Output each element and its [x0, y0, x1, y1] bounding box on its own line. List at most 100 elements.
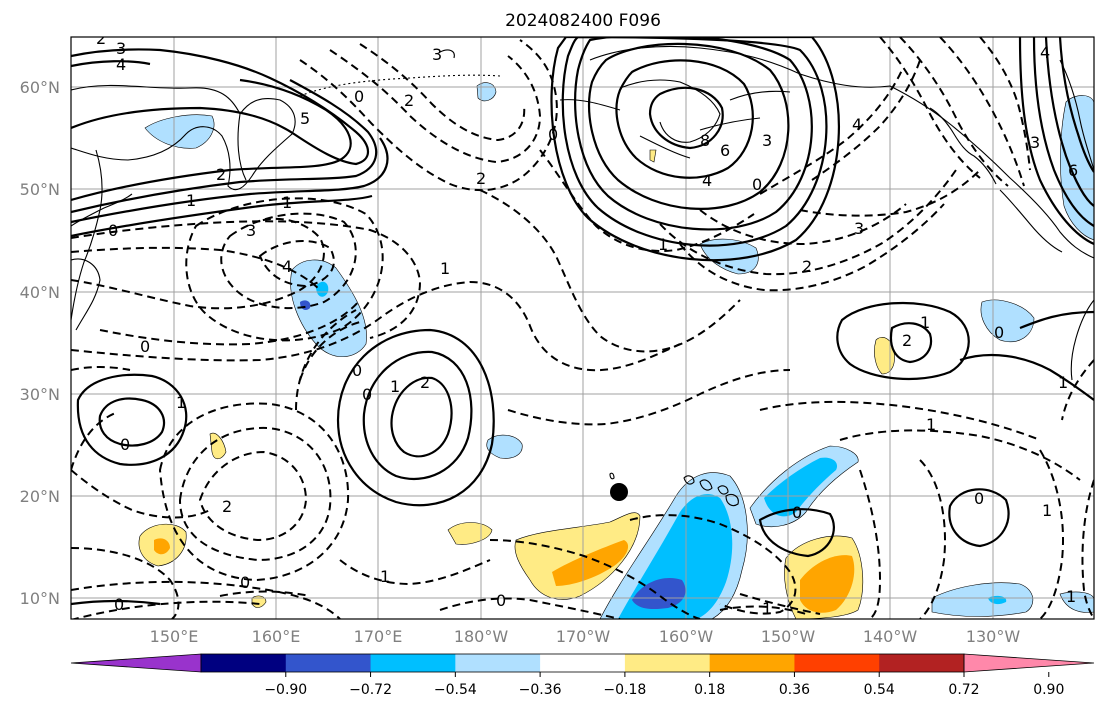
lat-tick: 30°N — [20, 385, 60, 404]
contour-label: 2 — [404, 91, 414, 110]
latitude-labels: 60°N 50°N 40°N 30°N 20°N 10°N — [20, 78, 60, 608]
contour-label: 1 — [440, 259, 450, 278]
contour-label: 1 — [176, 393, 186, 412]
colorbar-bin — [709, 654, 795, 672]
colorbar-tick-label: 0.90 — [1033, 682, 1064, 698]
colorbar-tick-label: 0.36 — [779, 682, 810, 698]
lat-tick: 50°N — [20, 180, 60, 199]
colorbar-bin — [879, 654, 965, 672]
contour-label: 1 — [920, 313, 930, 332]
colorbar-extend-high — [963, 653, 1095, 673]
map-area: 2 3 4 5 0 2 3 2 2 1 0 1 3 4 1 0 0 1 2 1 … — [71, 29, 1094, 619]
dashed-contours — [71, 37, 1094, 619]
lon-tick: 160°W — [659, 627, 714, 646]
colorbar-tick-label: −0.90 — [264, 682, 307, 698]
lat-tick: 60°N — [20, 78, 60, 97]
shaded-field — [138, 82, 1094, 619]
colorbar-tick-label: −0.72 — [349, 682, 392, 698]
contour-label: 3 — [854, 219, 864, 238]
contour-label: 2 — [420, 373, 430, 392]
colorbar-bin — [370, 654, 456, 672]
contour-label: 0 — [120, 435, 130, 454]
lat-tick: 10°N — [20, 589, 60, 608]
colorbar-bin — [794, 654, 880, 672]
contour-label: 3 — [116, 39, 126, 58]
contour-label: 8 — [700, 131, 710, 150]
contour-label: 6 — [720, 141, 730, 160]
contour-label: 0 — [114, 595, 124, 614]
contour-label: 3 — [1030, 133, 1040, 152]
colorbar: −0.90 −0.72 −0.54 −0.36 −0.18 0.18 0.36 0.54 0.7… — [70, 653, 1095, 698]
longitude-labels: 150°E 160°E 170°E 180°W 170°W 160°W 150°… — [150, 627, 1021, 646]
lon-tick: 150°E — [150, 627, 199, 646]
colorbar-tick-label: −0.36 — [519, 682, 562, 698]
contour-label: 5 — [300, 109, 310, 128]
contour-label: 2 — [902, 331, 912, 350]
contour-label: 0 — [792, 503, 802, 522]
solid-contours — [71, 37, 1094, 606]
contour-label: 4 — [852, 115, 862, 134]
contour-label: 0 — [362, 385, 372, 404]
lon-tick: 130°W — [966, 627, 1021, 646]
colorbar-bin — [624, 654, 711, 672]
contour-label: 3 — [762, 131, 772, 150]
contour-label: 0 — [140, 337, 150, 356]
lon-tick: 140°W — [863, 627, 918, 646]
contour-label: 1 — [282, 193, 292, 212]
contour-label: 3 — [432, 45, 442, 64]
contour-label: 6 — [1068, 161, 1078, 180]
colorbar-bin — [455, 654, 541, 672]
colorbar-bin — [285, 654, 372, 672]
lon-tick: 170°E — [354, 627, 403, 646]
contour-label: 1 — [390, 377, 400, 396]
contour-label: 1 — [762, 599, 772, 618]
map-frame — [70, 36, 1095, 620]
contour-label: 0 — [994, 323, 1004, 342]
contour-label: 4 — [702, 171, 712, 190]
colorbar-tick-label: −0.18 — [603, 682, 646, 698]
contour-labels: 2 3 4 5 0 2 3 2 2 1 0 1 3 4 1 0 0 1 2 1 … — [96, 29, 1078, 618]
colorbar-tick-label: 0.72 — [948, 682, 979, 698]
colorbar-bin — [201, 654, 287, 672]
contour-label: 2 — [216, 165, 226, 184]
contour-label: 0 — [240, 573, 250, 592]
contour-label: 2 — [476, 169, 486, 188]
contour-label: 2 — [96, 29, 106, 48]
storm-dot — [610, 483, 628, 501]
colorbar-tick-label: −0.54 — [434, 682, 477, 698]
contour-label: 1 — [658, 235, 668, 254]
contour-label: 0 — [352, 361, 362, 380]
colorbar-frame — [200, 653, 965, 673]
contour-label: 1 — [1058, 373, 1068, 392]
contour-label: 1 — [186, 191, 196, 210]
contour-label: 1 — [380, 567, 390, 586]
colorbar-tick-label: 0.54 — [864, 682, 895, 698]
contour-label: 0 — [354, 87, 364, 106]
lat-tick: 40°N — [20, 283, 60, 302]
lon-tick: 170°W — [556, 627, 611, 646]
contour-label: 0 — [752, 175, 762, 194]
contour-label: 3 — [246, 221, 256, 240]
contour-label: 0 — [108, 221, 118, 240]
contour-label: 0 — [974, 489, 984, 508]
colorbar-tick-label: 0.18 — [694, 682, 725, 698]
contour-label: 2 — [802, 257, 812, 276]
map-title: 2024082400 F096 — [505, 11, 661, 31]
contour-label: 1 — [1042, 501, 1052, 520]
contour-label: 0 — [496, 591, 506, 610]
contour-label: 4 — [1040, 43, 1050, 62]
lon-tick: 180°W — [454, 627, 509, 646]
coastlines — [71, 45, 1094, 507]
contour-label: 1 — [926, 415, 936, 434]
lat-tick: 20°N — [20, 487, 60, 506]
colorbar-bin — [540, 654, 626, 672]
lon-tick: 160°E — [252, 627, 301, 646]
contour-label: 2 — [222, 497, 232, 516]
lon-tick: 150°W — [761, 627, 816, 646]
contour-label: 4 — [116, 55, 126, 74]
colorbar-extend-low — [70, 653, 202, 673]
contour-label: 1 — [1066, 587, 1076, 606]
contour-label: 0 — [548, 125, 558, 144]
contour-label: 4 — [282, 257, 292, 276]
